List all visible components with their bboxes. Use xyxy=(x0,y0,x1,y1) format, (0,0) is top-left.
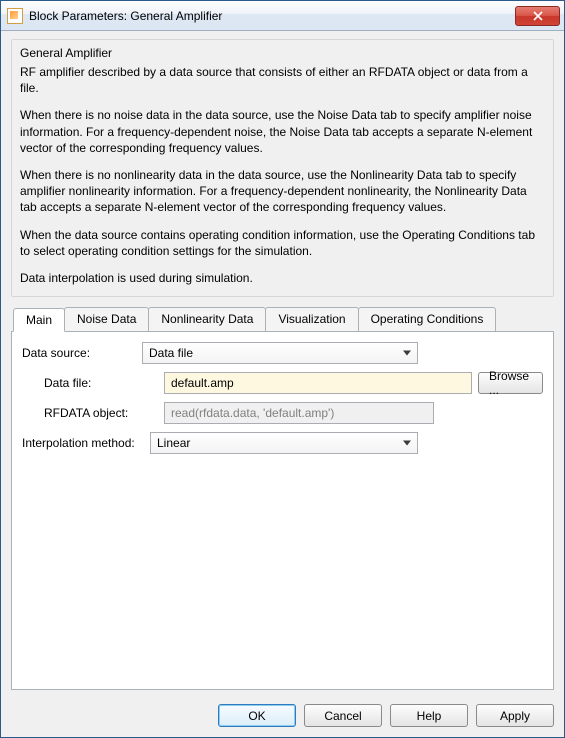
window-title: Block Parameters: General Amplifier xyxy=(29,9,515,23)
dialog-window: Block Parameters: General Amplifier Gene… xyxy=(0,0,565,738)
button-bar: OK Cancel Help Apply xyxy=(1,696,564,737)
select-data-source-value: Data file xyxy=(149,346,193,360)
content-area: General Amplifier RF amplifier described… xyxy=(1,31,564,696)
app-icon xyxy=(7,8,23,24)
select-interpolation-method[interactable]: Linear xyxy=(150,432,418,454)
close-button[interactable] xyxy=(515,6,560,26)
tab-noise-data[interactable]: Noise Data xyxy=(64,307,149,331)
desc-paragraph: When there is no nonlinearity data in th… xyxy=(20,167,545,216)
apply-button[interactable]: Apply xyxy=(476,704,554,727)
ok-button[interactable]: OK xyxy=(218,704,296,727)
input-rfdata-object-value: read(rfdata.data, 'default.amp') xyxy=(171,406,334,420)
tab-bar: Main Noise Data Nonlinearity Data Visual… xyxy=(11,307,554,331)
tab-panel-main: Data source: Data file Data file: defaul… xyxy=(11,331,554,690)
row-data-file: Data file: default.amp Browse ... xyxy=(22,372,543,394)
desc-paragraph: RF amplifier described by a data source … xyxy=(20,64,545,96)
input-rfdata-object: read(rfdata.data, 'default.amp') xyxy=(164,402,434,424)
label-interpolation-method: Interpolation method: xyxy=(22,436,150,450)
label-data-source: Data source: xyxy=(22,346,142,360)
close-icon xyxy=(533,11,543,21)
help-button[interactable]: Help xyxy=(390,704,468,727)
ok-button-label: OK xyxy=(248,709,265,723)
row-interpolation-method: Interpolation method: Linear xyxy=(22,432,543,454)
browse-button[interactable]: Browse ... xyxy=(478,372,543,394)
desc-paragraph: When the data source contains operating … xyxy=(20,227,545,259)
row-data-source: Data source: Data file xyxy=(22,342,543,364)
label-data-file: Data file: xyxy=(22,376,164,390)
desc-paragraph: Data interpolation is used during simula… xyxy=(20,270,545,286)
cancel-button[interactable]: Cancel xyxy=(304,704,382,727)
tab-nonlinearity-data[interactable]: Nonlinearity Data xyxy=(148,307,266,331)
description-group: General Amplifier RF amplifier described… xyxy=(11,39,554,297)
help-button-label: Help xyxy=(417,709,442,723)
row-rfdata-object: RFDATA object: read(rfdata.data, 'defaul… xyxy=(22,402,543,424)
titlebar[interactable]: Block Parameters: General Amplifier xyxy=(1,1,564,31)
tab-operating-conditions[interactable]: Operating Conditions xyxy=(358,307,497,331)
label-rfdata-object: RFDATA object: xyxy=(22,406,164,420)
desc-paragraph: When there is no noise data in the data … xyxy=(20,107,545,156)
apply-button-label: Apply xyxy=(500,709,530,723)
select-interpolation-method-value: Linear xyxy=(157,436,190,450)
input-data-file-value: default.amp xyxy=(171,376,234,390)
input-data-file[interactable]: default.amp xyxy=(164,372,472,394)
tab-visualization[interactable]: Visualization xyxy=(265,307,358,331)
select-data-source[interactable]: Data file xyxy=(142,342,418,364)
tab-main[interactable]: Main xyxy=(13,308,65,332)
cancel-button-label: Cancel xyxy=(324,709,361,723)
description-text: RF amplifier described by a data source … xyxy=(20,64,545,286)
group-title: General Amplifier xyxy=(20,46,545,60)
browse-button-label: Browse ... xyxy=(489,369,532,397)
